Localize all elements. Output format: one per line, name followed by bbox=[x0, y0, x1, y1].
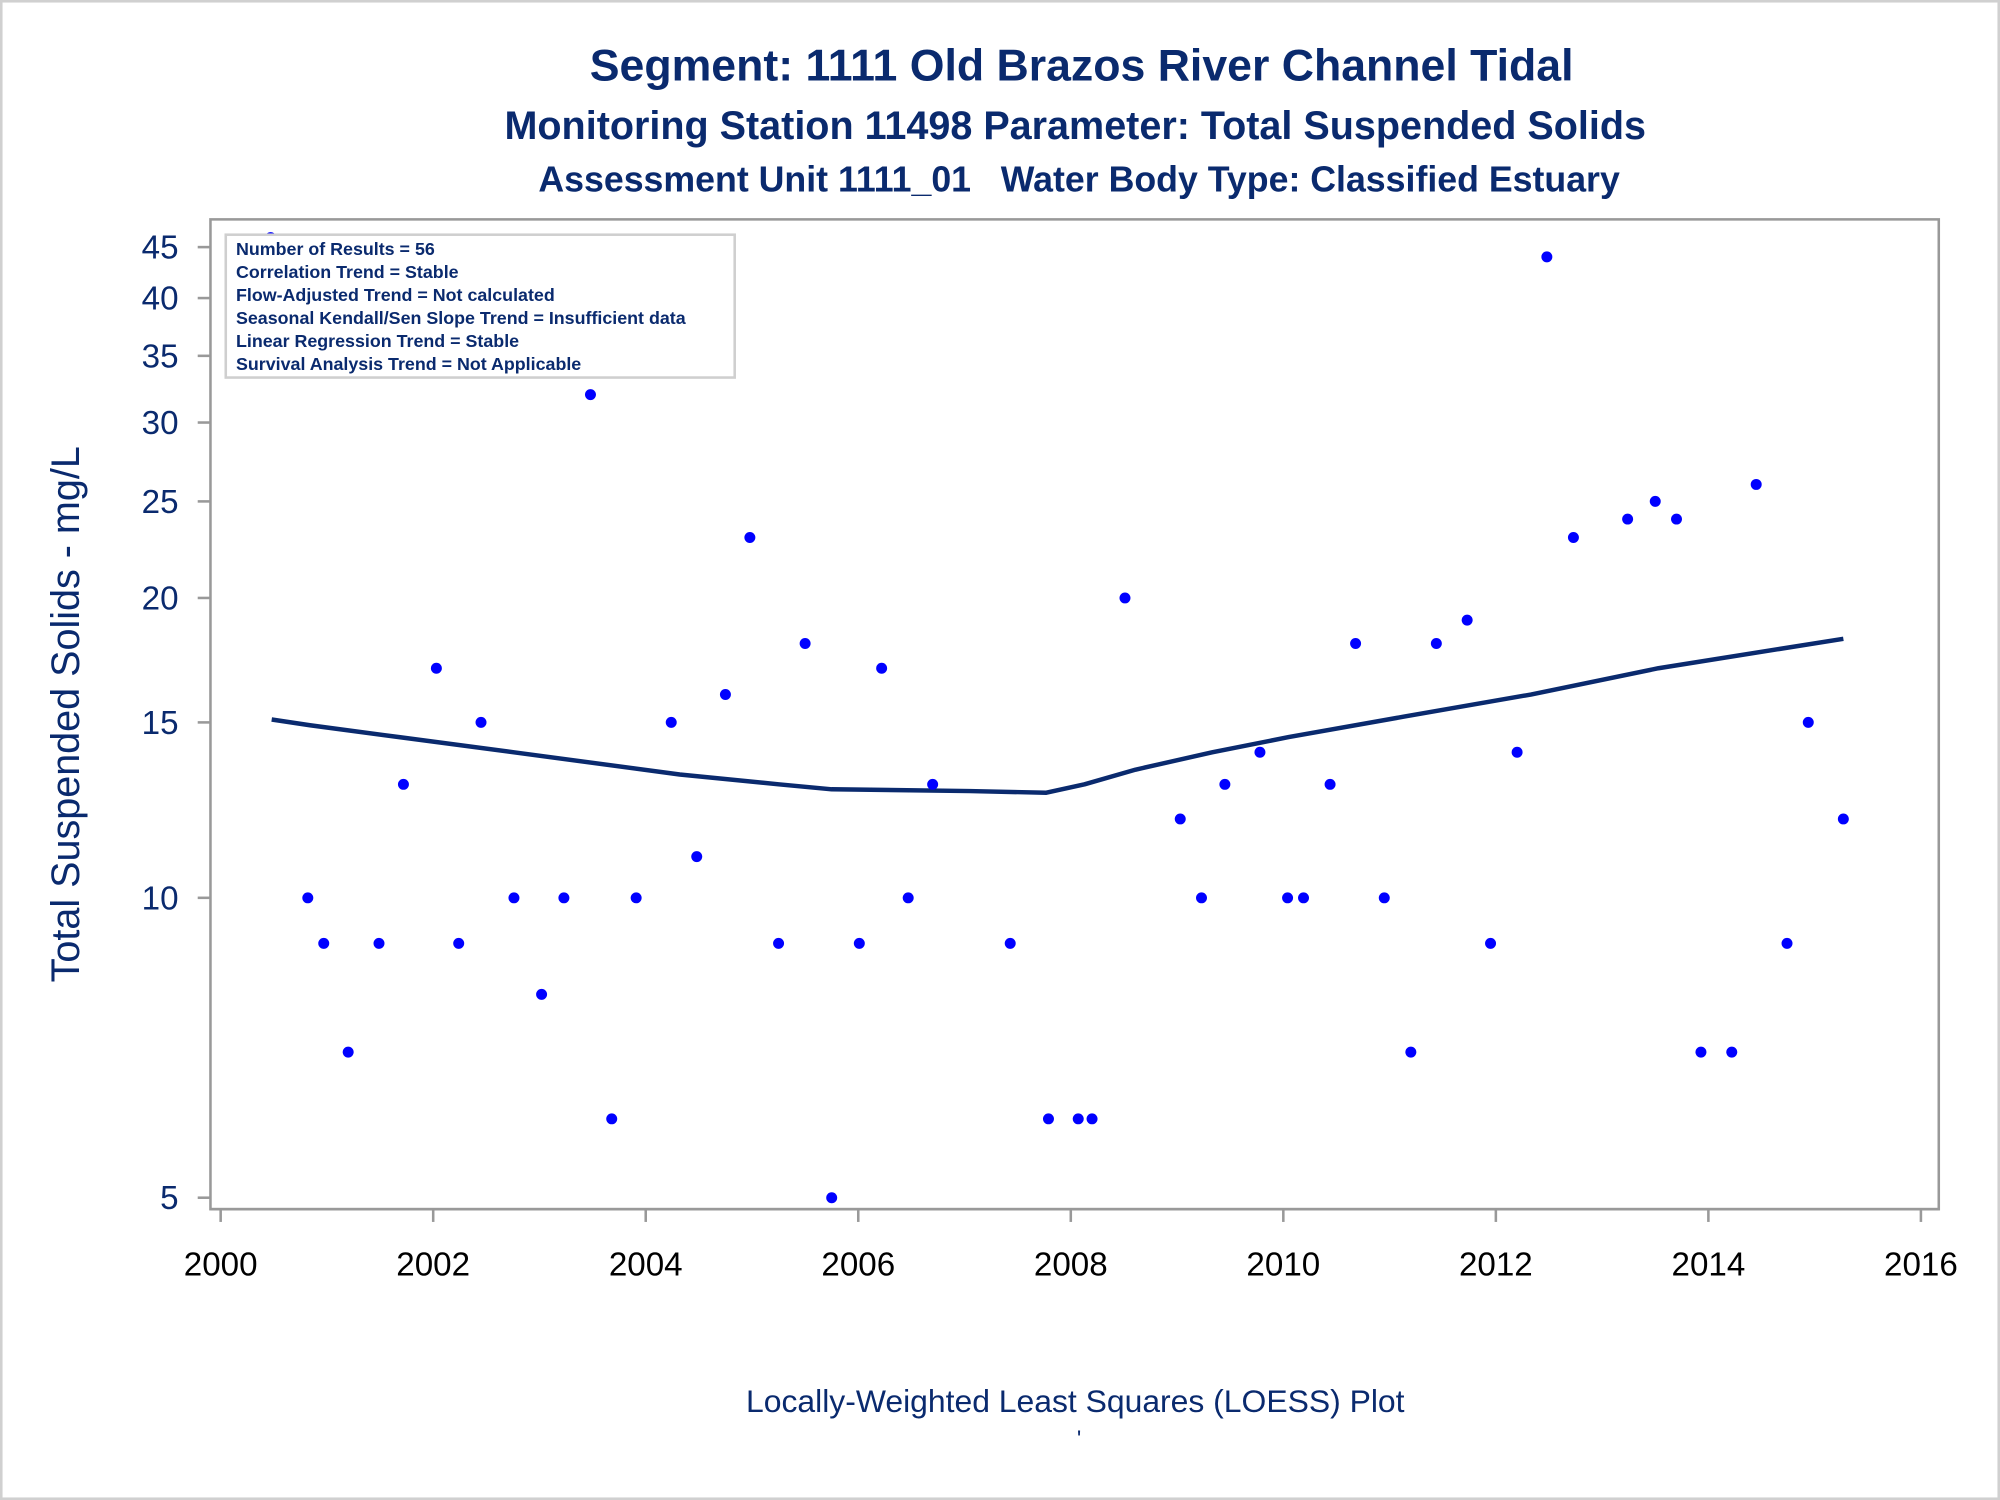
y-tick-label: 5 bbox=[160, 1180, 178, 1217]
data-point bbox=[1196, 892, 1207, 904]
data-point bbox=[773, 937, 785, 949]
data-point bbox=[691, 851, 703, 863]
data-point bbox=[1378, 892, 1390, 904]
x-tick-label: 2000 bbox=[184, 1247, 258, 1284]
data-points bbox=[265, 232, 1849, 1204]
chart-subtitle-2: Assessment Unit 1111_01 Water Body Type:… bbox=[538, 159, 1620, 199]
chart-title: Segment: 1111 Old Brazos River Channel T… bbox=[590, 41, 1574, 90]
data-point bbox=[853, 937, 865, 949]
info-line: Correlation Trend = Stable bbox=[236, 262, 459, 282]
data-point bbox=[397, 778, 409, 790]
data-point bbox=[665, 716, 677, 728]
data-point bbox=[1461, 614, 1473, 626]
y-axis: 5 10 15 20 25 30 35 40 45 bbox=[142, 230, 211, 1217]
info-line: Linear Regression Trend = Stable bbox=[236, 331, 519, 351]
x-tick-label: 2012 bbox=[1459, 1247, 1533, 1284]
y-tick-label: 15 bbox=[142, 705, 179, 742]
data-point bbox=[902, 892, 914, 904]
data-point bbox=[1695, 1046, 1707, 1058]
data-point bbox=[1254, 746, 1266, 758]
data-point bbox=[1324, 778, 1336, 790]
x-tick-label: 2008 bbox=[1034, 1247, 1108, 1284]
data-point bbox=[318, 937, 330, 949]
data-point bbox=[536, 988, 548, 1000]
data-point bbox=[876, 662, 888, 674]
data-point bbox=[1004, 937, 1016, 949]
y-tick-label: 30 bbox=[142, 405, 179, 442]
x-tick-label: 2004 bbox=[609, 1247, 683, 1284]
x-axis: 2000 2002 2004 2006 2008 2010 2012 2014 2016 bbox=[184, 1207, 1958, 1284]
y-tick-label: 45 bbox=[142, 230, 179, 267]
x-tick-label: 2002 bbox=[396, 1247, 470, 1284]
data-point bbox=[342, 1046, 354, 1058]
data-point bbox=[1781, 937, 1793, 949]
data-point bbox=[1282, 892, 1294, 904]
data-point bbox=[584, 389, 596, 401]
data-point bbox=[508, 892, 520, 904]
y-tick-label: 10 bbox=[142, 880, 179, 917]
data-point bbox=[630, 892, 642, 904]
data-point bbox=[606, 1113, 618, 1125]
info-box: Number of Results = 56 Correlation Trend … bbox=[224, 233, 736, 379]
data-point bbox=[1174, 813, 1186, 825]
x-tick-label: 2014 bbox=[1672, 1247, 1746, 1284]
data-point bbox=[1485, 937, 1497, 949]
y-tick-label: 25 bbox=[142, 484, 179, 521]
data-point bbox=[1567, 531, 1579, 543]
data-point bbox=[373, 937, 385, 949]
data-point bbox=[1350, 638, 1362, 650]
data-point bbox=[1837, 813, 1849, 825]
footnote-mark: ' bbox=[1077, 1425, 1081, 1451]
data-point bbox=[1671, 513, 1682, 525]
data-point bbox=[1072, 1113, 1084, 1125]
data-point bbox=[302, 892, 314, 904]
data-point bbox=[453, 937, 465, 949]
info-line: Survival Analysis Trend = Not Applicable bbox=[236, 354, 581, 374]
data-point bbox=[1750, 478, 1762, 490]
data-point bbox=[744, 531, 756, 543]
info-line: Number of Results = 56 bbox=[236, 239, 435, 259]
data-point bbox=[475, 716, 487, 728]
data-point bbox=[927, 778, 939, 790]
info-line: Flow-Adjusted Trend = Not calculated bbox=[236, 285, 555, 305]
data-point bbox=[1219, 778, 1231, 790]
y-axis-label: Total Suspended Solids - mg/L bbox=[44, 446, 88, 982]
data-point bbox=[1405, 1046, 1417, 1058]
footnote: Locally-Weighted Least Squares (LOESS) P… bbox=[746, 1383, 1405, 1419]
data-point bbox=[1726, 1046, 1738, 1058]
data-point bbox=[1086, 1113, 1098, 1125]
data-point bbox=[826, 1192, 838, 1204]
data-point bbox=[1042, 1113, 1054, 1125]
data-point bbox=[430, 662, 442, 674]
chart-subtitle: Monitoring Station 11498 Parameter: Tota… bbox=[504, 104, 1646, 148]
data-point bbox=[1541, 251, 1553, 263]
y-tick-label: 35 bbox=[142, 338, 179, 375]
data-point bbox=[1622, 513, 1634, 525]
y-tick-label: 40 bbox=[142, 281, 179, 318]
x-tick-label: 2016 bbox=[1884, 1247, 1958, 1284]
x-tick-label: 2006 bbox=[821, 1247, 895, 1284]
data-point bbox=[1119, 592, 1131, 604]
data-point bbox=[1802, 716, 1814, 728]
y-tick-label: 20 bbox=[142, 580, 179, 617]
info-line: Seasonal Kendall/Sen Slope Trend = Insuf… bbox=[236, 308, 687, 328]
x-tick-label: 2010 bbox=[1246, 1247, 1320, 1284]
loess-line bbox=[271, 636, 1844, 795]
data-point bbox=[1298, 892, 1309, 904]
data-point bbox=[799, 638, 811, 650]
data-point bbox=[1430, 638, 1442, 650]
data-point bbox=[719, 689, 731, 700]
data-point bbox=[558, 892, 570, 904]
data-point bbox=[1511, 746, 1523, 758]
data-point bbox=[1649, 495, 1661, 507]
